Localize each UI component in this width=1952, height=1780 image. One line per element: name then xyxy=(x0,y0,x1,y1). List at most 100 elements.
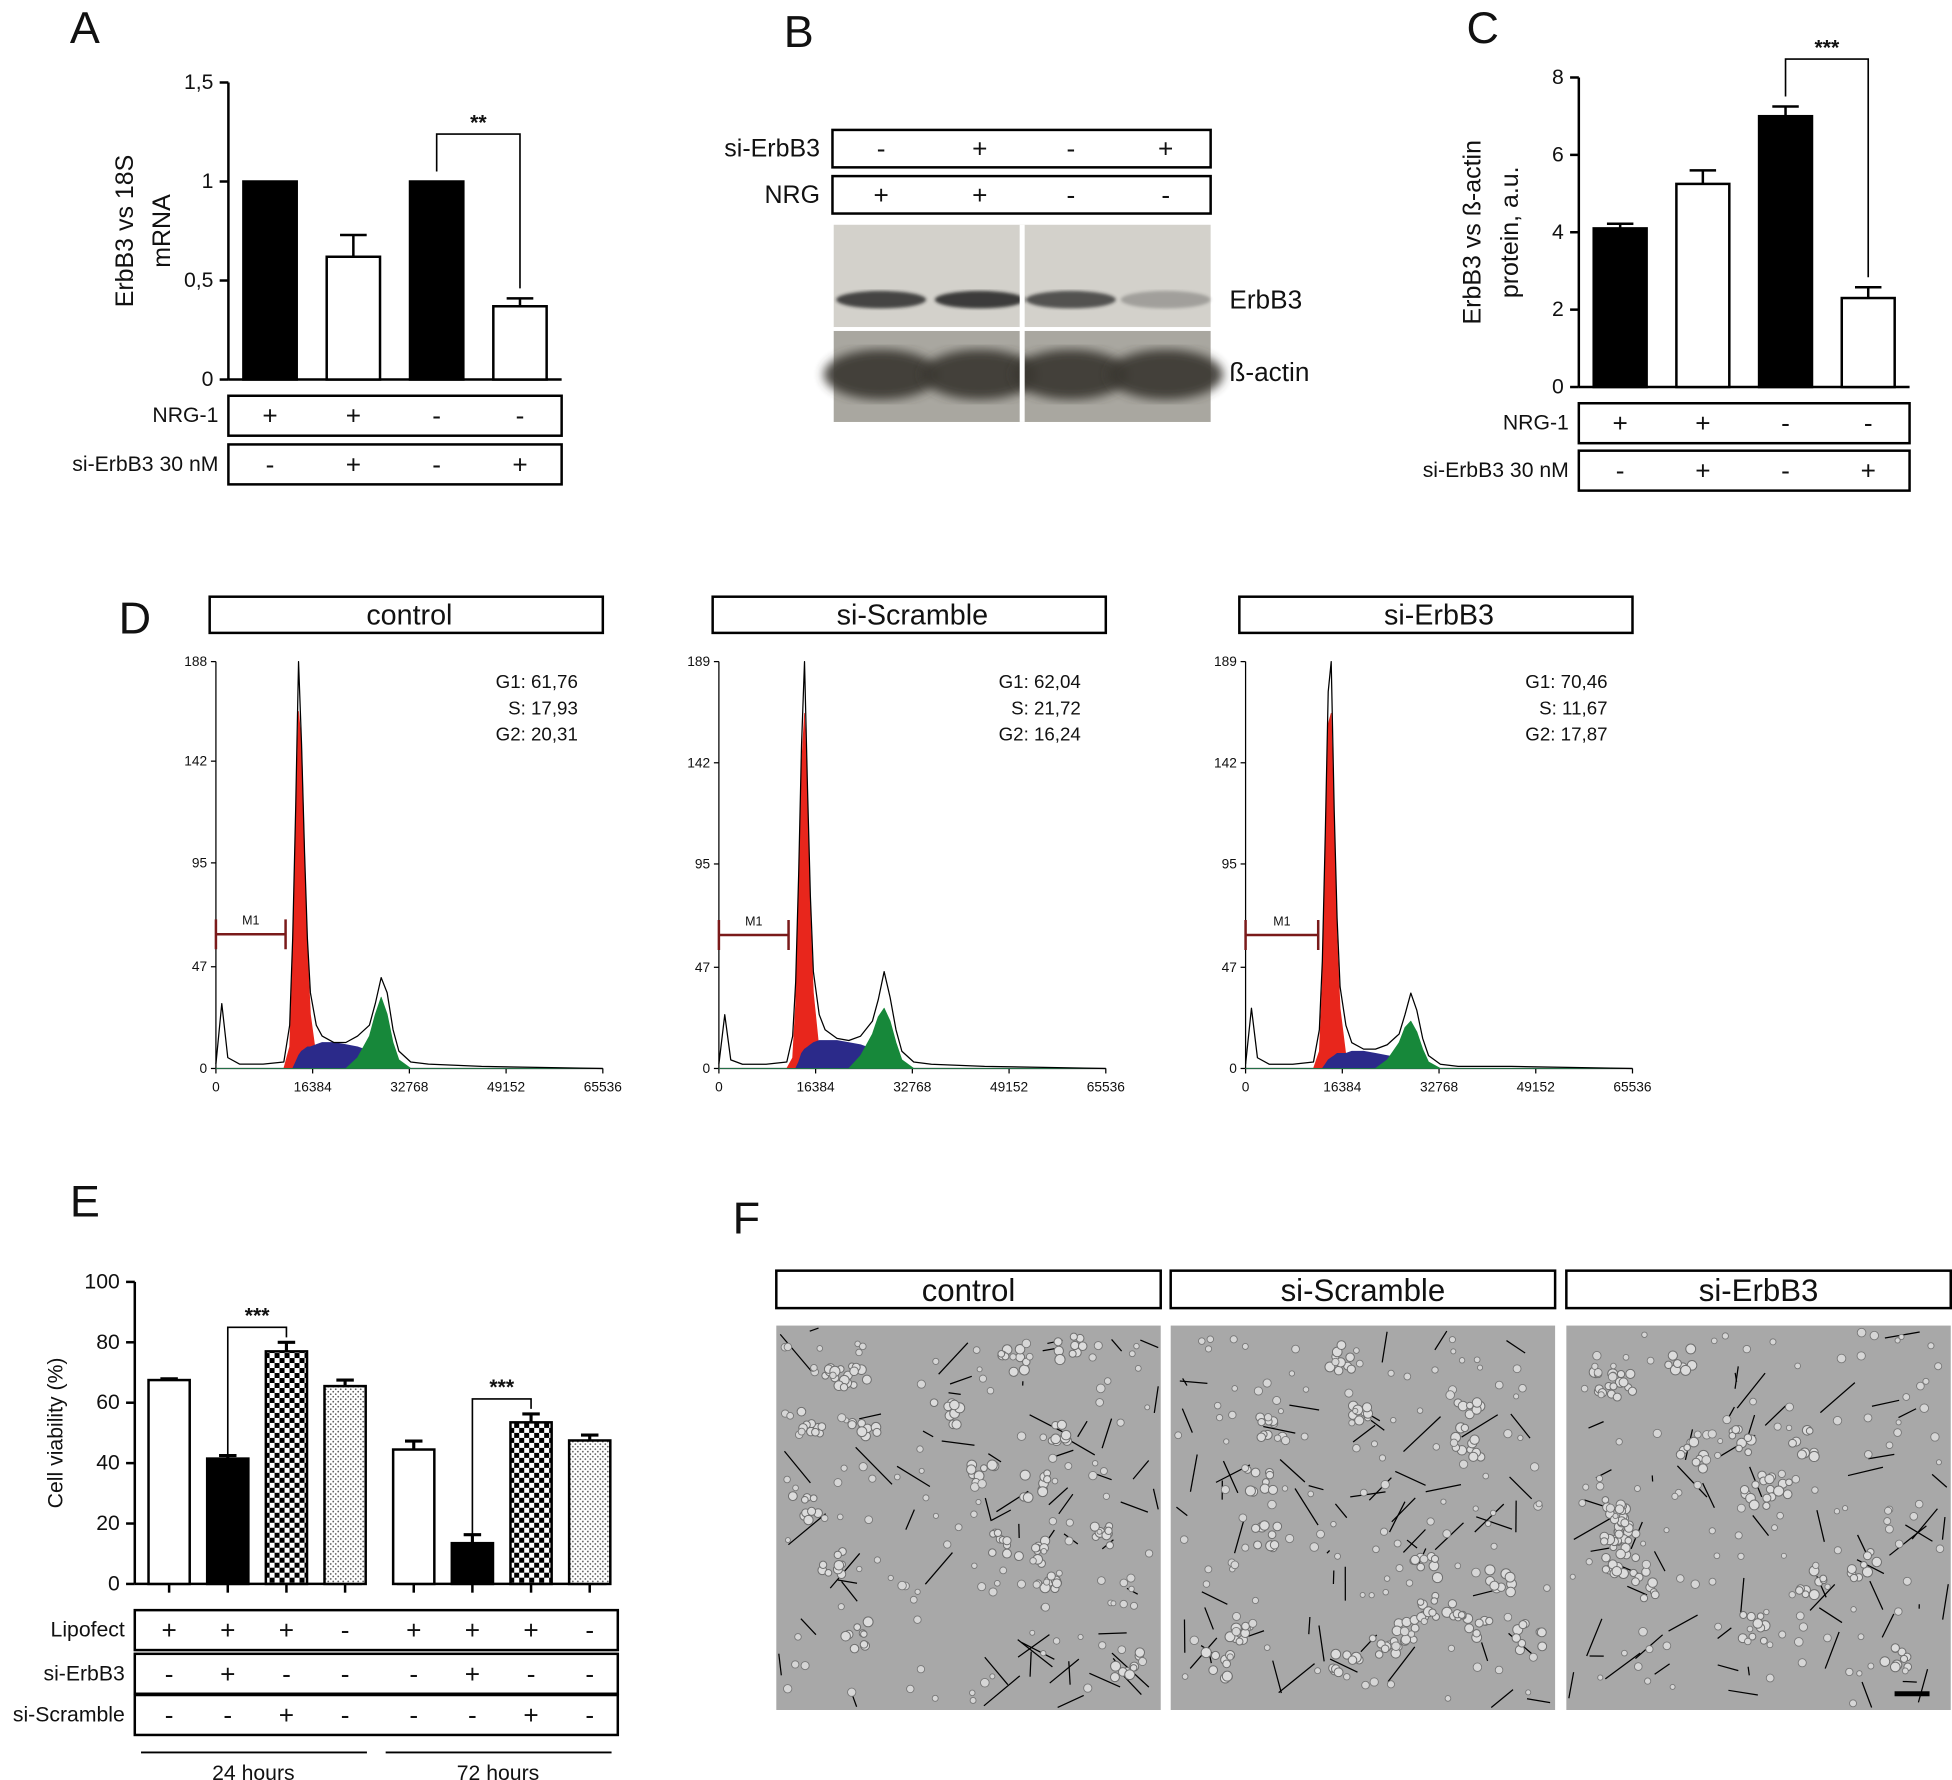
neurite xyxy=(1942,1584,1949,1620)
bar xyxy=(264,1350,309,1586)
cell xyxy=(818,1560,828,1569)
cell xyxy=(1043,1578,1051,1586)
condition-sign: - xyxy=(1616,456,1625,486)
cell xyxy=(1842,1505,1849,1512)
y-tick-label: 47 xyxy=(192,959,207,974)
cell xyxy=(1256,1432,1267,1442)
condition-label: si-Scramble xyxy=(13,1703,125,1726)
cell xyxy=(1824,1583,1831,1590)
cell xyxy=(1065,1518,1074,1527)
erbb3-band xyxy=(934,290,1025,309)
condition-sign: + xyxy=(873,180,888,210)
cell xyxy=(1369,1677,1379,1687)
cell xyxy=(1088,1353,1097,1362)
cell xyxy=(1333,1365,1344,1376)
cell xyxy=(971,1562,978,1569)
cell xyxy=(1052,1637,1061,1645)
cell xyxy=(1482,1472,1490,1480)
neurite xyxy=(1189,1454,1198,1492)
cell xyxy=(1845,1667,1854,1677)
error-bar xyxy=(522,1412,540,1423)
cell xyxy=(1624,1536,1633,1545)
y-tick-label: 0 xyxy=(703,1061,711,1076)
cell xyxy=(1041,1602,1050,1612)
cell xyxy=(1484,1564,1496,1576)
cell xyxy=(1518,1383,1527,1393)
neurite xyxy=(1627,1585,1648,1596)
neurite xyxy=(1068,1661,1071,1685)
marker-label: M1 xyxy=(745,914,762,928)
neurite xyxy=(837,1579,858,1584)
cell xyxy=(1697,1463,1708,1474)
cell xyxy=(1307,1490,1315,1498)
cell xyxy=(1902,1393,1911,1401)
y-tick-label: 100 xyxy=(84,1270,119,1293)
neurite xyxy=(1861,1681,1873,1708)
cell-texture xyxy=(1174,1330,1551,1708)
neurite xyxy=(1181,1408,1193,1433)
cell xyxy=(1449,1438,1459,1447)
neurite xyxy=(1350,1491,1386,1498)
cell xyxy=(1849,1573,1859,1583)
cell xyxy=(1300,1432,1309,1441)
cell xyxy=(1288,1370,1296,1377)
cell xyxy=(1935,1459,1942,1466)
cell xyxy=(1092,1460,1099,1467)
cell xyxy=(1494,1380,1504,1390)
neurite xyxy=(1816,1510,1825,1542)
y-tick-label: 1,5 xyxy=(184,71,213,94)
condition-box xyxy=(227,443,563,486)
neurite xyxy=(1506,1340,1526,1354)
cell xyxy=(975,1499,982,1506)
cell xyxy=(1472,1629,1481,1638)
bar xyxy=(323,1384,367,1586)
cell xyxy=(993,1528,1003,1538)
bar xyxy=(1592,227,1648,389)
cell xyxy=(1850,1606,1857,1613)
area xyxy=(718,1007,1107,1069)
error-bar xyxy=(160,1377,178,1381)
neurite xyxy=(829,1553,861,1589)
cell xyxy=(1525,1689,1532,1696)
cell xyxy=(807,1506,817,1516)
cell xyxy=(1231,1626,1241,1637)
neurite xyxy=(1717,1627,1732,1639)
cell xyxy=(837,1603,845,1611)
cell xyxy=(1667,1350,1678,1361)
cell xyxy=(797,1427,806,1436)
cell xyxy=(1638,1627,1648,1637)
cell xyxy=(918,1467,925,1474)
cell-texture xyxy=(1568,1327,1949,1708)
cell xyxy=(1395,1564,1404,1573)
cell xyxy=(1894,1607,1903,1616)
cell xyxy=(1391,1641,1401,1651)
y-tick-label: 188 xyxy=(184,654,207,669)
cell xyxy=(1348,1419,1356,1427)
cell xyxy=(1869,1330,1879,1341)
cell xyxy=(1856,1670,1863,1677)
neurite xyxy=(1434,1330,1448,1351)
cell xyxy=(1419,1554,1429,1564)
cell xyxy=(1399,1626,1410,1637)
cell xyxy=(1285,1533,1295,1544)
cell xyxy=(1735,1444,1743,1453)
cell xyxy=(1372,1545,1380,1554)
neurite xyxy=(1049,1658,1080,1684)
cell xyxy=(1359,1488,1368,1497)
neurite xyxy=(1480,1642,1489,1662)
cell xyxy=(1405,1579,1414,1587)
cell xyxy=(1862,1551,1872,1561)
title-box xyxy=(1565,1269,1952,1310)
cell xyxy=(1785,1478,1793,1487)
cell xyxy=(1511,1633,1521,1643)
neurite xyxy=(1089,1672,1121,1688)
neurite xyxy=(1510,1413,1531,1439)
cell xyxy=(1220,1485,1230,1495)
cell xyxy=(1281,1485,1289,1492)
cell xyxy=(1382,1588,1389,1596)
neurite xyxy=(984,1656,1009,1686)
neurite xyxy=(1370,1419,1385,1431)
neurite xyxy=(1272,1660,1282,1694)
y-tick-label: 6 xyxy=(1552,143,1564,166)
cell xyxy=(858,1462,868,1472)
